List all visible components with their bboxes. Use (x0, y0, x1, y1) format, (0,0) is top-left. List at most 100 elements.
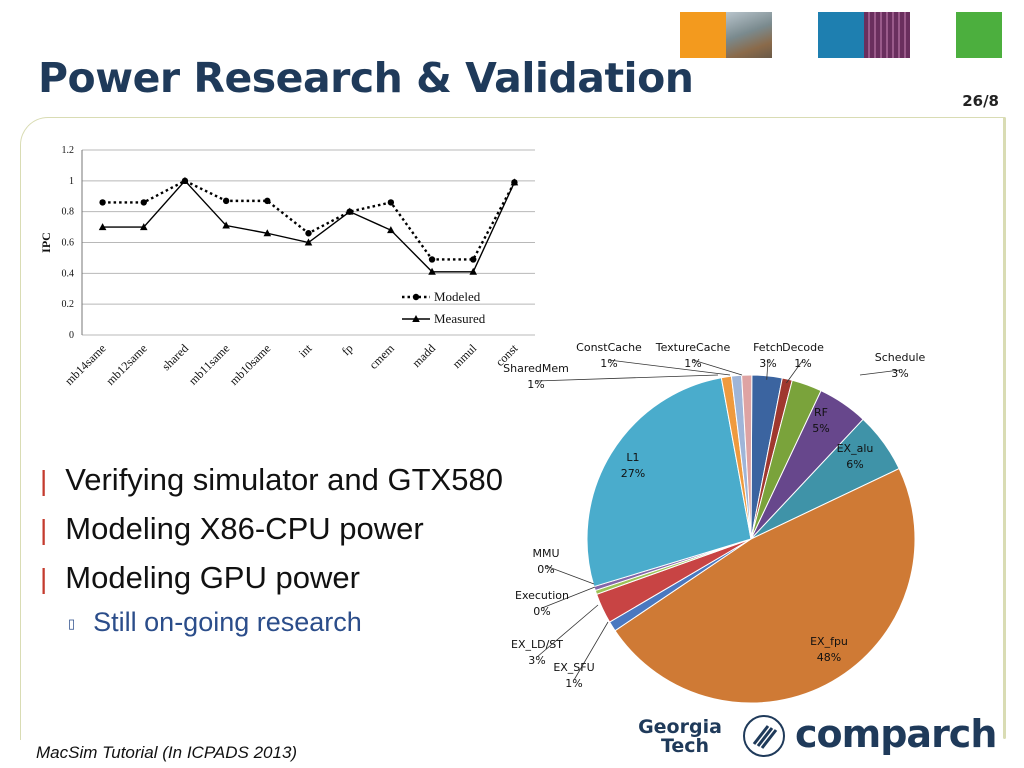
slice-percent-constcache: 1% (600, 357, 617, 370)
slice-label-ex-ld-st: EX_LD/ST (511, 638, 563, 651)
slice-percent-sharedmem: 1% (527, 378, 544, 391)
data-point-measured (387, 226, 395, 234)
x-tick-label: mb10same (227, 341, 274, 388)
leader-line-sharedmem (535, 374, 719, 382)
x-tick-label: cmem (366, 341, 397, 372)
slice-label-decode: Decode (782, 341, 824, 354)
leader-line-ex-ld-st (536, 604, 599, 658)
bullet-item: | Modeling X86-CPU power (40, 511, 424, 546)
leader-line-ex-sfu (573, 621, 609, 681)
series-line-measured (102, 179, 516, 273)
legend-label-measured: Measured (434, 311, 486, 326)
slice-label-execution: Execution (515, 589, 569, 602)
slice-percent-fetch: 3% (759, 357, 776, 370)
bullet-marker: | (40, 514, 48, 545)
comparch-emblem-icon (743, 715, 785, 757)
leader-line-decode (786, 359, 804, 384)
slice-label-l1: L1 (626, 451, 639, 464)
x-tick-label: fp (339, 341, 356, 358)
data-point-measured (469, 267, 478, 275)
x-tick-label: madd (409, 341, 438, 370)
header-photo-chip (864, 12, 910, 58)
y-tick-label: 0 (69, 330, 74, 341)
data-point-modeled (140, 199, 147, 206)
legend-label-modeled: Modeled (434, 289, 481, 304)
leader-line-fetch (766, 359, 769, 380)
slice-label-rf: RF (814, 406, 828, 419)
y-tick-label: 1 (69, 176, 74, 187)
pie-slice-ex-fpu (614, 467, 916, 704)
leader-line-texturecache (692, 359, 743, 376)
header-square-orange (680, 12, 726, 58)
data-point-measured (304, 238, 313, 246)
bullet-item: | Verifying simulator and GTX580 (40, 462, 503, 497)
slice-label-ex-alu: EX_alu (837, 442, 874, 455)
slice-label-ex-sfu: EX_SFU (553, 661, 594, 674)
data-point-measured (263, 229, 272, 237)
content-frame (20, 117, 1005, 740)
data-point-measured (222, 221, 230, 229)
slice-label-sharedmem: SharedMem (503, 362, 569, 375)
slide-title: Power Research & Validation (38, 54, 694, 102)
pie-slice-l1 (586, 377, 752, 588)
slice-percent-execution: 0% (533, 605, 550, 618)
slice-percent-ex-alu: 6% (846, 458, 863, 471)
header-square-green (956, 12, 1002, 58)
sub-bullet-item: ▯ Still on-going research (68, 607, 362, 637)
legend-marker-circle (412, 293, 420, 301)
data-point-modeled (305, 230, 312, 237)
data-point-measured (510, 178, 519, 186)
leader-line-mmu (545, 565, 595, 585)
slice-percent-ex-fpu: 48% (817, 651, 841, 664)
slice-percent-mmu: 0% (537, 563, 554, 576)
slice-percent-ex-ld-st: 3% (528, 654, 545, 667)
gt-logo-line2: Tech (660, 735, 710, 757)
y-tick-label: 0.8 (62, 207, 75, 218)
leader-line-execution (541, 586, 596, 609)
data-point-modeled (99, 199, 106, 206)
georgia-tech-logo: Georgia Tech (635, 718, 725, 756)
slice-label-constcache: ConstCache (576, 341, 642, 354)
data-point-modeled (264, 197, 271, 205)
legend-marker-triangle (412, 315, 420, 322)
slice-percent-l1: 27% (621, 467, 645, 480)
slice-percent-rf: 5% (812, 422, 829, 435)
slice-label-fetch: Fetch (753, 341, 783, 354)
slice-label-mmu: MMU (532, 547, 559, 560)
slice-percent-schedule: 3% (891, 367, 908, 380)
header-square-blue (818, 12, 864, 58)
y-tick-label: 0.4 (62, 268, 75, 279)
page-number: 26/8 (962, 92, 999, 110)
series-line-modeled (102, 179, 516, 261)
x-tick-label: mb12same (103, 341, 150, 388)
y-tick-label: 0.6 (62, 238, 75, 249)
slice-percent-ex-sfu: 1% (565, 677, 582, 690)
footer-text: MacSim Tutorial (In ICPADS 2013) (36, 743, 298, 762)
leader-line-constcache (608, 359, 731, 376)
comparch-logo: comparch (795, 712, 997, 756)
slice-label-texturecache: TextureCache (655, 341, 731, 354)
data-point-measured (181, 176, 189, 184)
data-point-measured (428, 267, 436, 275)
content-frame-edge (1003, 117, 1006, 739)
data-point-modeled (470, 256, 477, 263)
sub-bullet-marker: ▯ (68, 615, 76, 631)
slice-percent-texturecache: 1% (684, 357, 701, 370)
data-point-measured (345, 207, 354, 215)
bullet-marker: | (40, 563, 48, 594)
y-tick-label: 0.2 (62, 299, 75, 310)
slice-label-ex-fpu: EX_fpu (810, 635, 848, 648)
data-point-modeled (428, 256, 436, 263)
x-tick-label: shared (159, 341, 191, 373)
data-point-measured (98, 223, 107, 231)
x-tick-label: mb11same (186, 341, 232, 387)
header-photo-campus (726, 12, 772, 58)
slice-percent-decode: 1% (794, 357, 811, 370)
x-tick-label: int (296, 341, 315, 360)
data-point-measured (139, 223, 148, 231)
data-point-modeled (222, 197, 230, 205)
y-tick-label: 1.2 (62, 145, 75, 156)
slice-label-schedule: Schedule (875, 351, 926, 364)
bullet-item: | Modeling GPU power (40, 560, 360, 595)
